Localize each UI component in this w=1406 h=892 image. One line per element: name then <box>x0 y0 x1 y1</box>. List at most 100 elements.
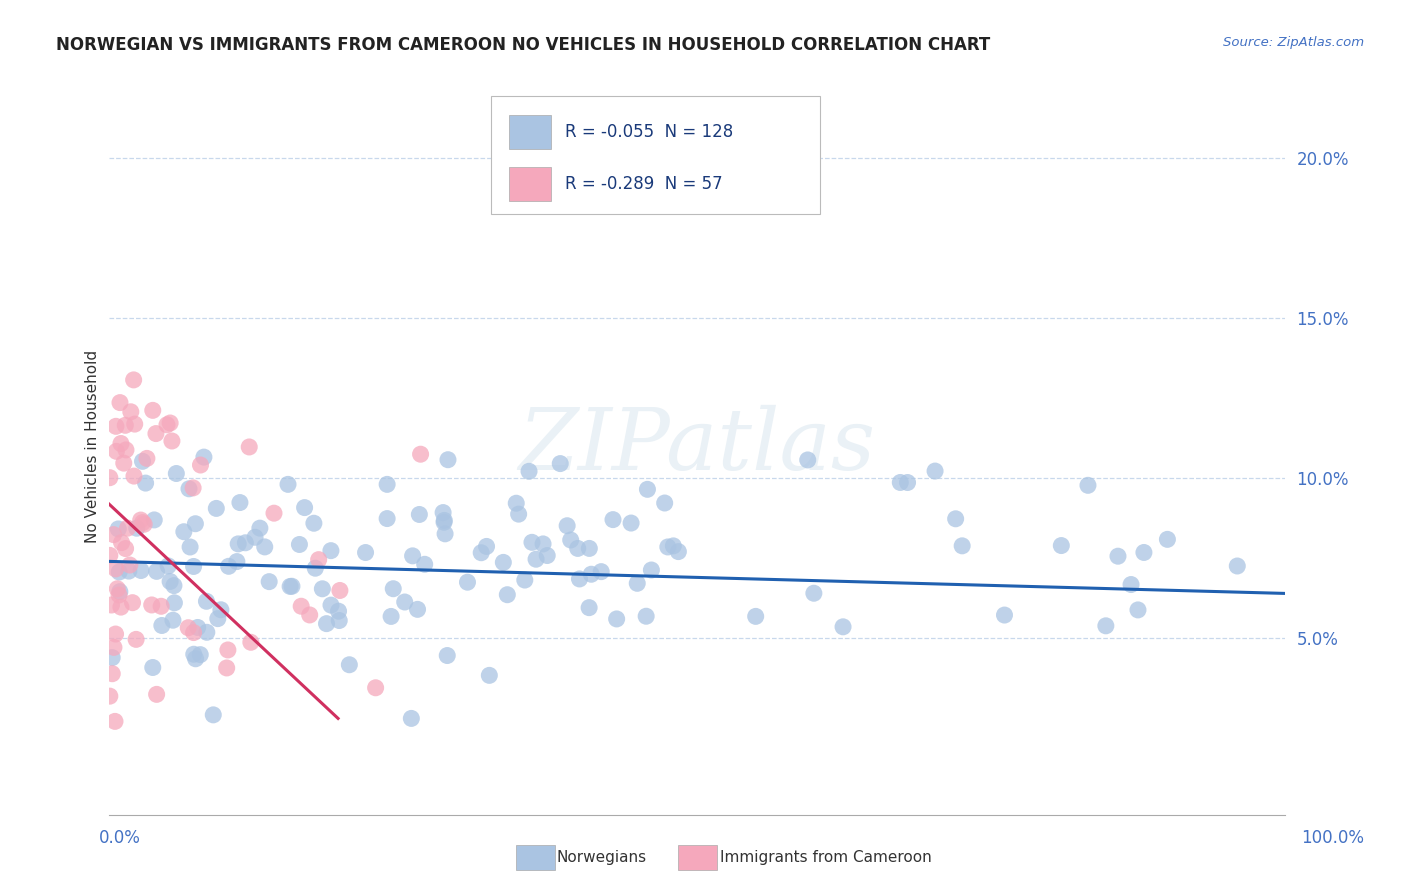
Point <box>129 564 152 578</box>
Point <box>401 549 423 563</box>
Point <box>308 552 330 566</box>
Text: NORWEGIAN VS IMMIGRANTS FROM CAMEROON NO VEHICLES IN HOUSEHOLD CORRELATION CHART: NORWEGIAN VS IMMIGRANTS FROM CAMEROON NO… <box>56 36 990 54</box>
Point <box>382 582 405 596</box>
Point <box>560 533 582 547</box>
Point <box>662 539 685 553</box>
Point <box>654 496 676 510</box>
Point <box>177 621 200 635</box>
Point <box>1133 545 1156 559</box>
Point <box>118 558 141 572</box>
Point <box>409 447 432 461</box>
Text: Immigrants from Cameroon: Immigrants from Cameroon <box>720 850 932 864</box>
Point <box>277 477 299 491</box>
Point <box>1119 577 1142 591</box>
Point <box>433 515 456 529</box>
Point <box>896 475 918 490</box>
FancyBboxPatch shape <box>509 167 551 201</box>
Point <box>142 660 165 674</box>
Point <box>304 561 326 575</box>
Point <box>328 604 350 618</box>
Point <box>889 475 911 490</box>
Point <box>1226 559 1249 574</box>
Point <box>636 483 658 497</box>
Point <box>364 681 387 695</box>
Point <box>1126 603 1149 617</box>
Point <box>165 467 187 481</box>
Point <box>432 506 454 520</box>
Point <box>163 596 186 610</box>
Point <box>636 609 658 624</box>
Point <box>183 647 205 661</box>
Point <box>104 714 127 729</box>
Point <box>108 395 131 409</box>
Point <box>243 530 266 544</box>
Point <box>205 501 228 516</box>
Point <box>578 541 600 556</box>
Point <box>114 541 136 556</box>
Point <box>114 418 136 433</box>
Point <box>98 689 121 703</box>
Point <box>375 511 398 525</box>
Point <box>100 598 122 612</box>
Text: R = -0.289  N = 57: R = -0.289 N = 57 <box>565 175 723 193</box>
Point <box>103 640 125 655</box>
Point <box>281 579 304 593</box>
Point <box>225 555 247 569</box>
Point <box>183 625 205 640</box>
Point <box>803 586 825 600</box>
Point <box>315 616 337 631</box>
Point <box>319 543 342 558</box>
Point <box>257 574 280 589</box>
Point <box>1050 539 1073 553</box>
Point <box>433 513 456 527</box>
Point <box>131 516 153 530</box>
Point <box>434 526 457 541</box>
Point <box>110 600 132 615</box>
Point <box>578 600 600 615</box>
Point <box>517 464 540 478</box>
Point <box>141 598 163 612</box>
Point <box>122 469 145 483</box>
Point <box>568 572 591 586</box>
Point <box>993 608 1015 623</box>
Point <box>394 595 416 609</box>
Point <box>105 444 128 458</box>
Text: Norwegians: Norwegians <box>557 850 647 864</box>
Point <box>125 632 148 647</box>
Point <box>162 613 184 627</box>
Point <box>177 482 200 496</box>
Point <box>134 517 156 532</box>
Point <box>104 627 127 641</box>
FancyBboxPatch shape <box>509 115 551 149</box>
Point <box>217 643 239 657</box>
Point <box>239 635 262 649</box>
Point <box>184 516 207 531</box>
Point <box>496 588 519 602</box>
Point <box>157 558 180 573</box>
Point <box>179 540 201 554</box>
Point <box>640 563 662 577</box>
Point <box>380 609 402 624</box>
Point <box>121 596 143 610</box>
Point <box>413 558 436 572</box>
Point <box>478 668 501 682</box>
Point <box>744 609 766 624</box>
Point <box>202 707 225 722</box>
Point <box>505 496 527 510</box>
Point <box>195 594 218 608</box>
Y-axis label: No Vehicles in Household: No Vehicles in Household <box>86 350 100 542</box>
FancyBboxPatch shape <box>491 95 821 214</box>
Point <box>253 540 276 554</box>
Point <box>112 456 135 470</box>
Point <box>101 650 124 665</box>
Point <box>108 588 131 602</box>
Point <box>105 582 128 596</box>
Point <box>125 521 148 535</box>
Point <box>156 417 179 432</box>
Point <box>520 535 543 549</box>
Point <box>657 540 679 554</box>
Point <box>207 612 229 626</box>
Point <box>567 541 589 556</box>
Point <box>110 535 132 549</box>
Text: R = -0.055  N = 128: R = -0.055 N = 128 <box>565 123 734 141</box>
